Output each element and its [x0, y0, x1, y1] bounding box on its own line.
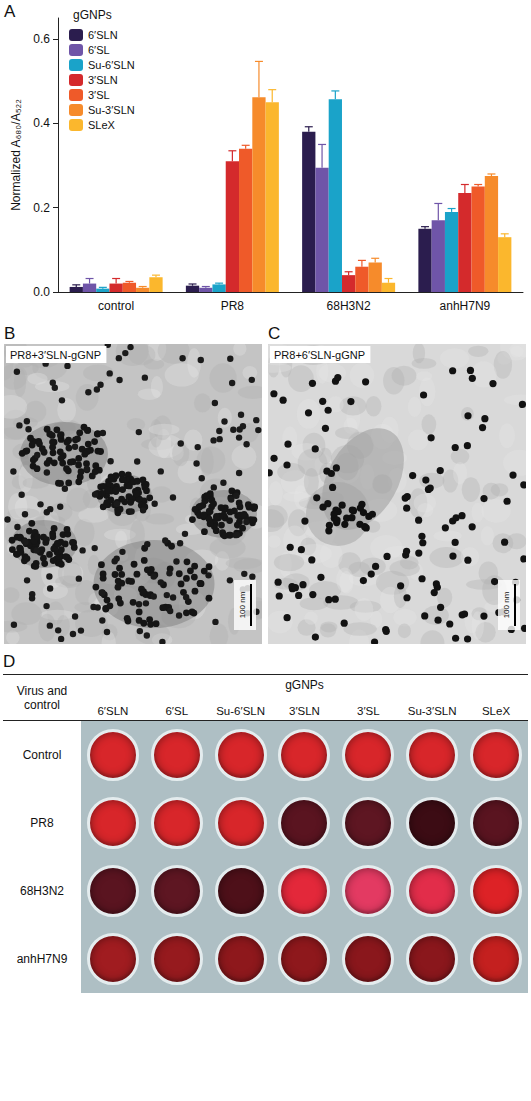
svg-text:6′SLN: 6′SLN	[88, 29, 118, 41]
html-text:gGNPs: gGNPs	[285, 678, 324, 692]
svg-text:PR8+3′SLN-gGNP: PR8+3′SLN-gGNP	[10, 349, 101, 361]
svg-text:6′SL: 6′SL	[88, 44, 110, 56]
html-text:D: D	[3, 652, 16, 671]
html-text:Virus and control: Virus and control	[16, 683, 68, 712]
svg-text:Su-6′SLN: Su-6′SLN	[88, 59, 135, 71]
svg-text:Normalized A₆₈₀/A₅₂₂: Normalized A₆₈₀/A₅₂₂	[9, 99, 23, 211]
html-text:PR8: PR8	[30, 816, 54, 830]
html-text:C: C	[268, 324, 281, 343]
html-text:SLeX: SLeX	[482, 705, 511, 717]
svg-text:3′SLN: 3′SLN	[88, 74, 118, 86]
svg-text:PR8: PR8	[221, 299, 245, 313]
svg-text:control: control	[98, 299, 134, 313]
html-text:3′SL: 3′SL	[357, 705, 380, 717]
html-text:Control: Control	[22, 748, 62, 762]
html-text:B: B	[4, 324, 16, 343]
html-text:68H3N2: 68H3N2	[20, 884, 64, 898]
svg-text:PR8+6′SLN-gGNP: PR8+6′SLN-gGNP	[274, 349, 365, 361]
html-text:6′SLN: 6′SLN	[97, 705, 129, 717]
svg-text:100 nm: 100 nm	[238, 591, 247, 618]
svg-text:0.2: 0.2	[33, 201, 50, 215]
svg-text:3′SL: 3′SL	[88, 89, 110, 101]
svg-text:100 nm: 100 nm	[502, 591, 511, 618]
svg-text:anhH7N9: anhH7N9	[440, 299, 491, 313]
svg-text:68H3N2: 68H3N2	[327, 299, 371, 313]
html-text:Su-3′SLN: Su-3′SLN	[407, 705, 457, 717]
html-text:A: A	[4, 2, 16, 21]
html-text:6′SL: 6′SL	[165, 705, 189, 717]
svg-text:Su-3′SLN: Su-3′SLN	[88, 104, 135, 116]
svg-text:0.4: 0.4	[33, 116, 50, 130]
svg-text:0.6: 0.6	[33, 32, 50, 46]
svg-text:gGNPs: gGNPs	[73, 8, 112, 22]
svg-text:SLeX: SLeX	[88, 119, 116, 131]
html-text:Su-6′SLN: Su-6′SLN	[216, 705, 265, 717]
html-text:3′SLN: 3′SLN	[289, 705, 320, 717]
html-text:anhH7N9: anhH7N9	[16, 952, 68, 966]
svg-text:0.0: 0.0	[33, 285, 50, 299]
